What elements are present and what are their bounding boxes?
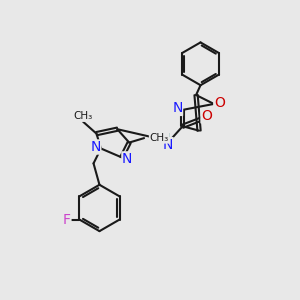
- Text: CH₃: CH₃: [74, 111, 93, 122]
- Text: CH₃: CH₃: [149, 133, 169, 143]
- Text: N: N: [90, 140, 101, 154]
- Text: N: N: [163, 138, 173, 152]
- Text: H: H: [162, 133, 170, 142]
- Text: O: O: [201, 109, 212, 123]
- Text: N: N: [172, 101, 182, 116]
- Text: O: O: [214, 96, 225, 110]
- Text: N: N: [122, 152, 132, 166]
- Text: F: F: [63, 212, 71, 226]
